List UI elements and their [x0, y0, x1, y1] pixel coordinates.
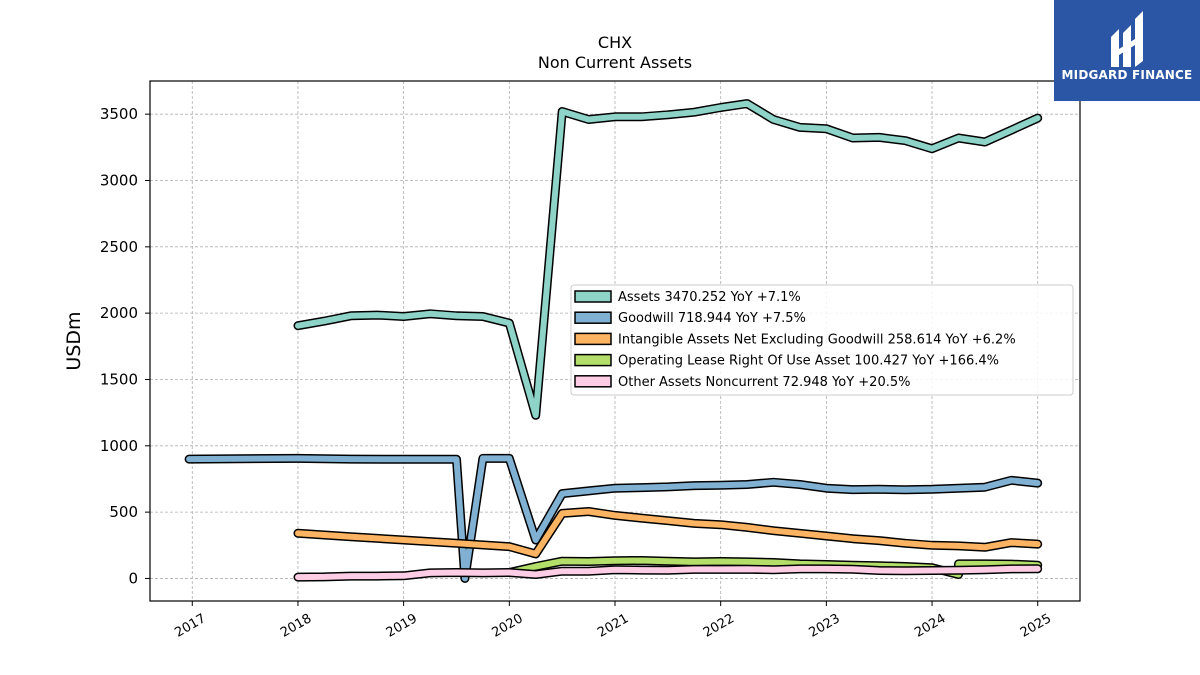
- plot-frame: [149, 80, 1081, 602]
- y-tick-label: 500: [109, 503, 138, 521]
- chart-title: CHX: [597, 33, 633, 52]
- series-line-goodwill: [186, 455, 1041, 582]
- y-axis-label: USDm: [63, 311, 85, 370]
- legend-swatch: [574, 290, 612, 303]
- legend-entry: Operating Lease Right Of Use Asset 100.4…: [618, 354, 999, 369]
- legend: Assets 3470.252 YoY +7.1% Goodwill 718.94…: [570, 284, 1074, 396]
- y-tick-label: 0: [128, 569, 138, 587]
- y-tick-label: 2000: [100, 304, 138, 322]
- legend-swatch: [574, 375, 612, 388]
- x-tick-label: 2017: [172, 611, 208, 641]
- legend-swatch: [574, 311, 612, 324]
- series-line-intangible-assets-net-excluding-goodwill: [295, 508, 1041, 557]
- legend-entry: Intangible Assets Net Excluding Goodwill…: [618, 332, 1016, 347]
- x-tick-label: 2023: [807, 611, 843, 641]
- logo-text: MIDGARD FINANCE: [1061, 68, 1193, 82]
- legend-swatch: [574, 332, 612, 346]
- logo-mark-icon: [1111, 11, 1143, 67]
- chart-subtitle: Non Current Assets: [537, 53, 693, 72]
- x-tick-label: 2020: [489, 611, 525, 641]
- x-tick-label: 2022: [701, 611, 737, 641]
- series-line-other-assets-noncurrent: [295, 565, 1041, 581]
- x-tick-label: 2025: [1018, 611, 1054, 641]
- y-tick-label: 1500: [100, 370, 138, 388]
- y-tick-label: 3000: [100, 171, 138, 189]
- series-group: [184, 99, 1043, 583]
- series-line-assets: [295, 100, 1041, 419]
- y-tick-label: 2500: [100, 238, 138, 256]
- legend-entry: Goodwill 718.944 YoY +7.5%: [618, 311, 806, 326]
- legend-entry: Assets 3470.252 YoY +7.1%: [618, 290, 801, 305]
- y-tick-label: 3500: [100, 105, 138, 123]
- brand-logo: MIDGARD FINANCE: [1054, 0, 1200, 101]
- x-tick-label: 2021: [595, 611, 631, 641]
- legend-box: [570, 284, 1074, 396]
- legend-entry: Other Assets Noncurrent 72.948 YoY +20.5…: [618, 375, 910, 390]
- x-tick-label: 2018: [278, 611, 314, 641]
- legend-swatch: [574, 353, 612, 367]
- x-tick-label: 2024: [912, 611, 948, 641]
- y-tick-label: 1000: [100, 437, 138, 455]
- x-tick-label: 2019: [384, 611, 420, 641]
